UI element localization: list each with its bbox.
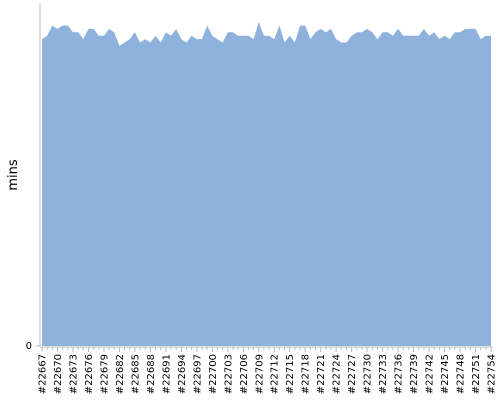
x-tick-label: #22670 (53, 354, 64, 394)
x-tick-label: #22712 (270, 354, 281, 394)
x-tick-label: #22709 (254, 354, 265, 394)
x-tick-label: #22721 (316, 354, 327, 394)
y-axis-label: mins (6, 159, 21, 191)
x-tick-label: #22676 (84, 354, 95, 394)
x-tick-label: #22751 (471, 354, 482, 394)
y-tick-label: 0 (26, 341, 32, 352)
x-tick-label: #22694 (177, 354, 188, 394)
x-tick-label: #22730 (363, 354, 374, 394)
x-tick-label: #22736 (394, 354, 405, 394)
x-tick-label: #22706 (239, 354, 250, 394)
x-tick-label: #22739 (409, 354, 420, 394)
x-tick-label: #22754 (487, 354, 498, 394)
x-tick-label: #22718 (301, 354, 312, 394)
x-tick-label: #22742 (425, 354, 436, 394)
x-tick-label: #22727 (347, 354, 358, 394)
x-tick-label: #22703 (223, 354, 234, 394)
x-tick-label: #22682 (115, 354, 126, 394)
x-tick-label: #22748 (456, 354, 467, 394)
x-tick-label: #22724 (332, 354, 343, 394)
x-tick-label: #22673 (68, 354, 79, 394)
x-tick-label: #22697 (192, 354, 203, 394)
x-tick-label: #22715 (285, 354, 296, 394)
x-tick-label: #22679 (99, 354, 110, 394)
x-tick-label: #22688 (146, 354, 157, 394)
x-tick-label: #22685 (130, 354, 141, 394)
x-tick-label: #22667 (38, 354, 49, 394)
x-tick-label: #22700 (208, 354, 219, 394)
x-tick-label: #22691 (161, 354, 172, 394)
x-tick-label: #22733 (378, 354, 389, 394)
x-tick-label: #22745 (440, 354, 451, 394)
area (42, 22, 491, 347)
